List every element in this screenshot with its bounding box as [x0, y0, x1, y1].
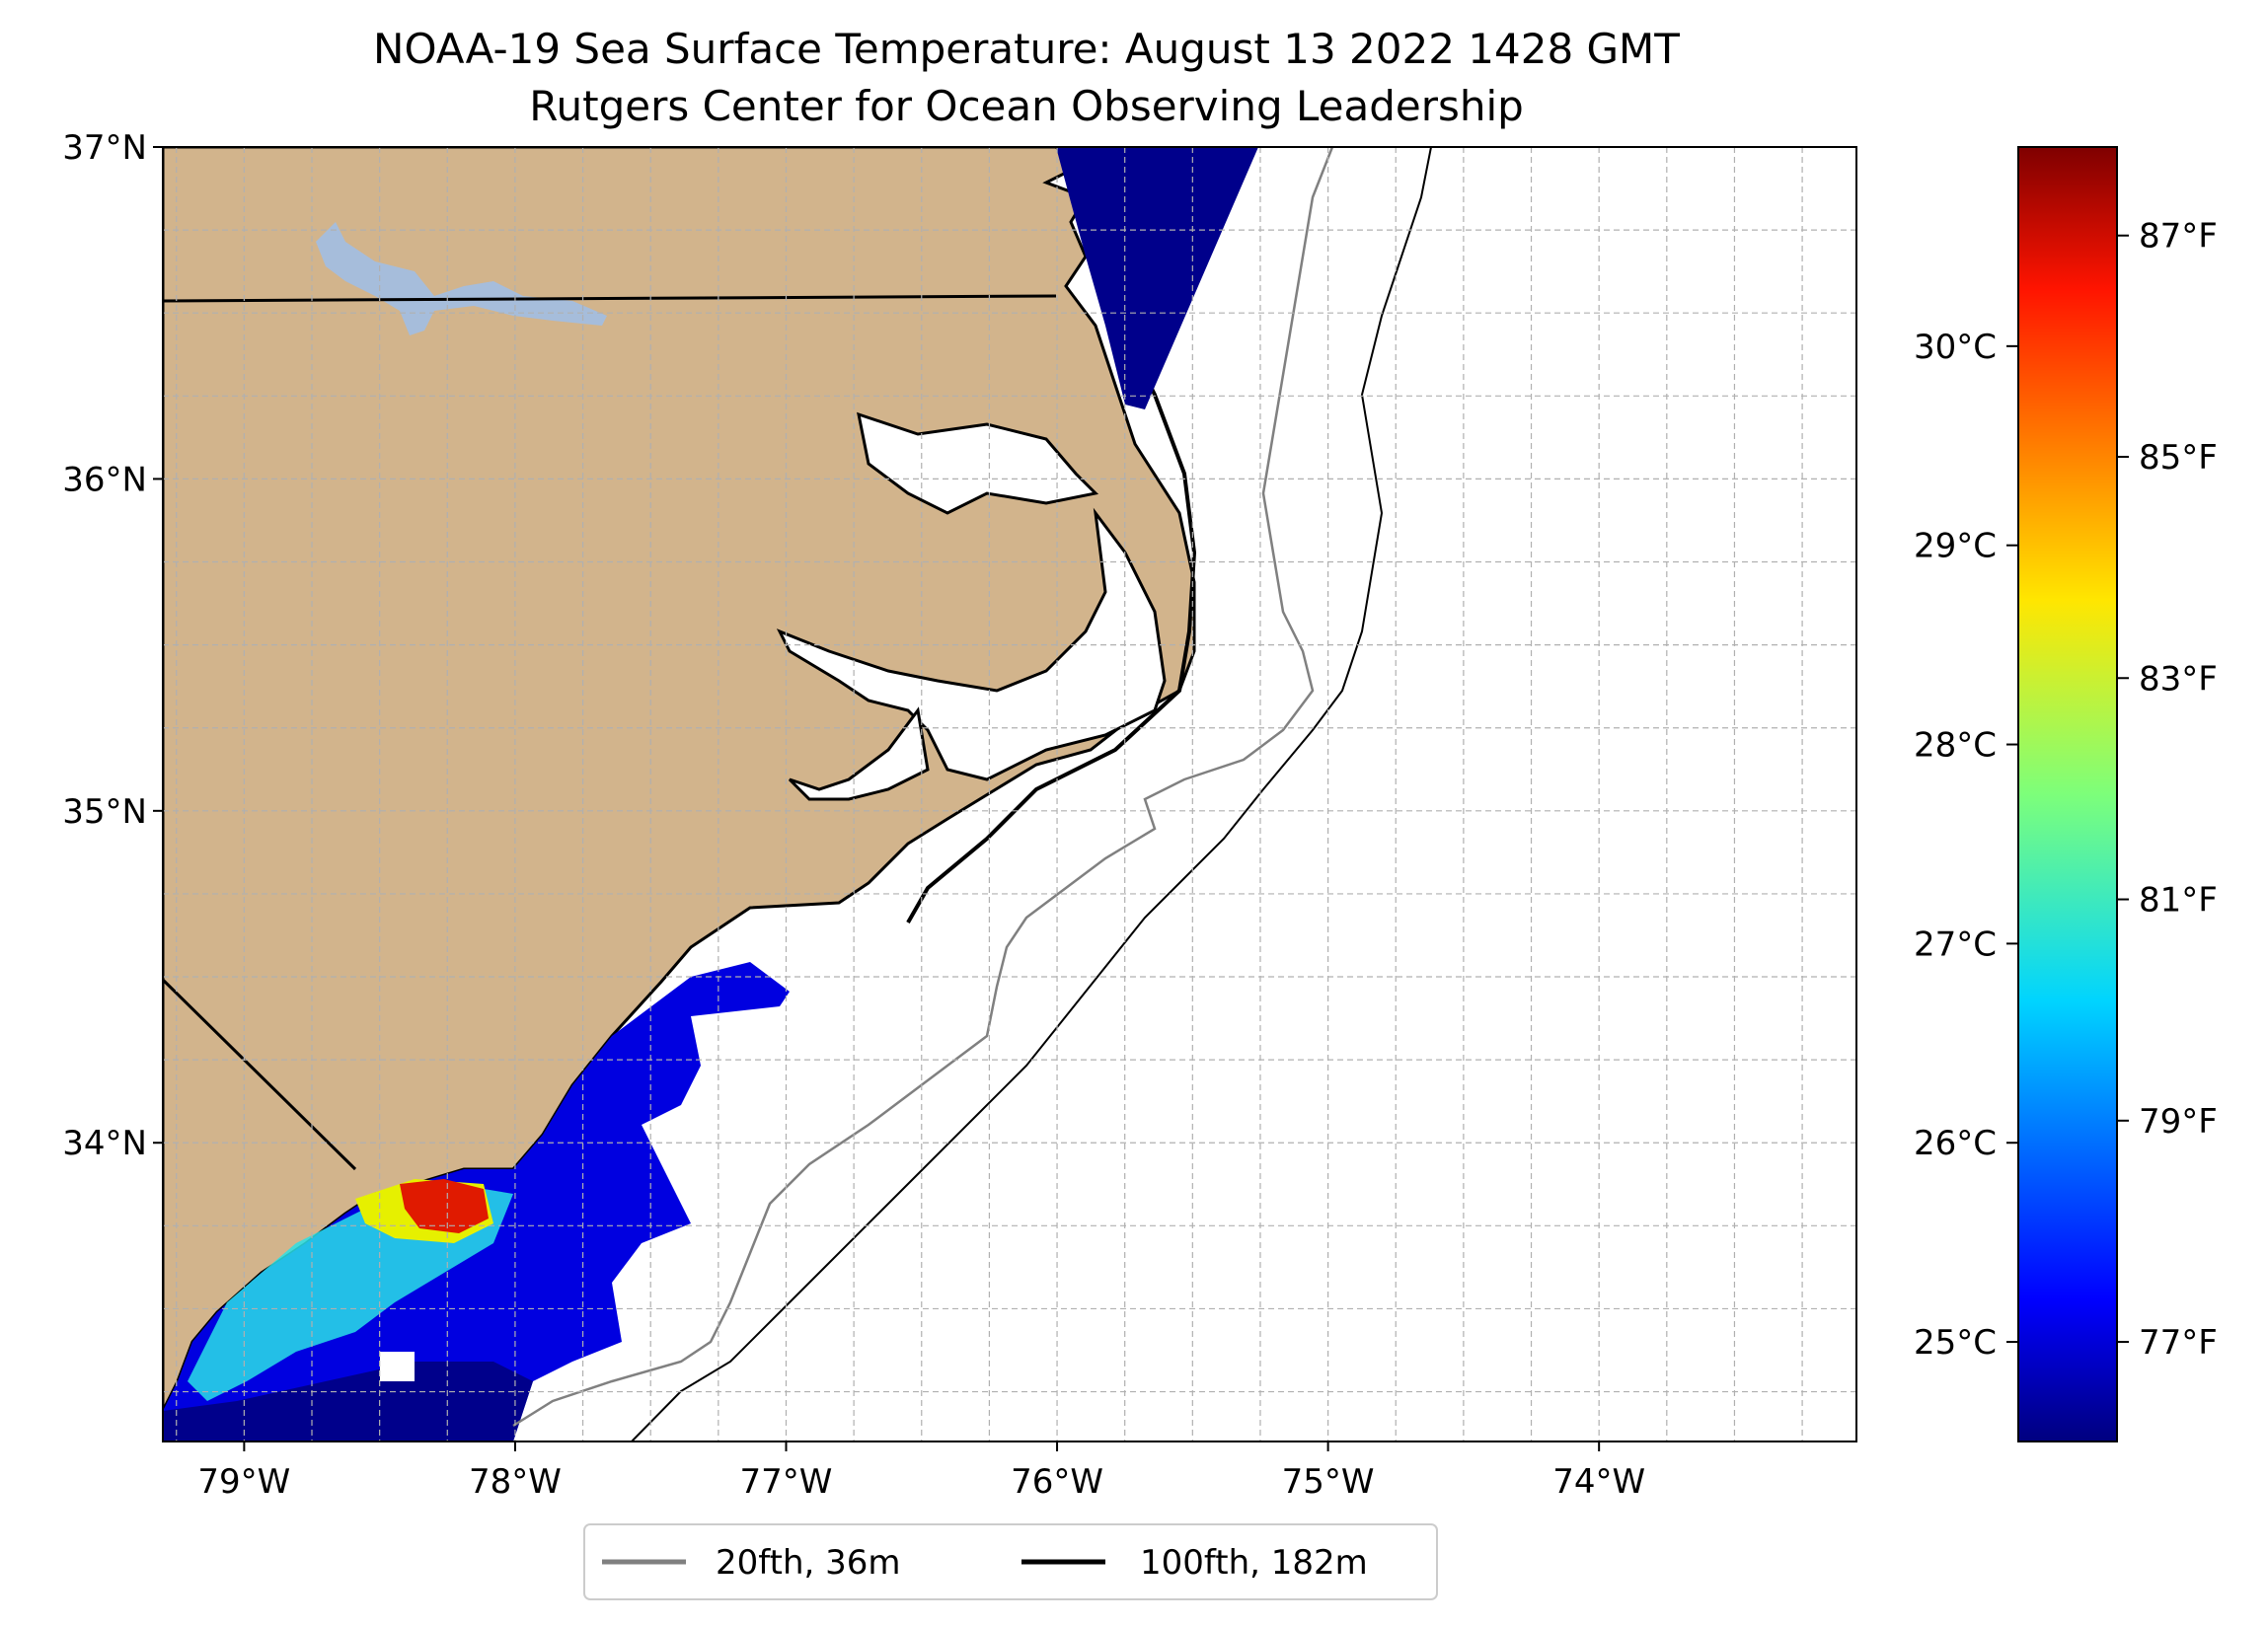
lon-tick-label: 79°W	[197, 1462, 290, 1502]
title-line-2: Rutgers Center for Ocean Observing Leade…	[529, 82, 1524, 130]
cloud-gap	[380, 1352, 415, 1381]
isobath-100fth	[631, 147, 1432, 1441]
lake	[316, 222, 607, 335]
lon-tick-label: 77°W	[740, 1462, 833, 1502]
celsius-tick-label: 30°C	[1914, 328, 1997, 367]
sst-hot-spot	[400, 1179, 489, 1233]
celsius-tick-label: 28°C	[1914, 726, 1997, 766]
map-frame	[162, 146, 1857, 1442]
lat-tick-label: 36°N	[62, 460, 147, 499]
latitude-axis: 37°N 36°N 35°N 34°N	[62, 128, 163, 1163]
legend: 20fth, 36m 100fth, 182m	[583, 1523, 1438, 1600]
celsius-tick-label: 27°C	[1914, 924, 1997, 964]
colorbar-celsius-ticks: 25°C 26°C 27°C 28°C 29°C 30°C	[1914, 328, 2018, 1363]
colorbar	[2017, 146, 2118, 1442]
lon-tick-label: 78°W	[469, 1462, 562, 1502]
colorbar-fahrenheit-ticks: 77°F 79°F 81°F 83°F 85°F 87°F	[2117, 217, 2218, 1363]
state-border-nc-sc	[163, 978, 357, 1171]
map-panel	[163, 147, 1856, 1441]
lon-tick-label: 76°W	[1011, 1462, 1103, 1502]
legend-box	[583, 1523, 1438, 1600]
pamlico-sound	[776, 507, 1167, 781]
gridlines	[163, 147, 1856, 1441]
lon-tick-label: 75°W	[1282, 1462, 1375, 1502]
fahrenheit-tick-label: 79°F	[2139, 1102, 2218, 1142]
celsius-tick-label: 29°C	[1914, 527, 1997, 566]
isobath-20fth	[512, 147, 1334, 1428]
legend-label-100fth: 100fth, 182m	[1140, 1543, 1368, 1583]
title-line-1: NOAA-19 Sea Surface Temperature: August …	[373, 25, 1680, 73]
fahrenheit-tick-label: 77°F	[2139, 1323, 2218, 1363]
fahrenheit-tick-label: 81°F	[2139, 881, 2218, 921]
sst-dark-core	[163, 1362, 533, 1441]
lat-tick-label: 34°N	[62, 1124, 147, 1163]
fahrenheit-tick-label: 87°F	[2139, 217, 2218, 257]
albemarle-sound	[857, 411, 1099, 515]
lat-tick-label: 35°N	[62, 792, 147, 832]
lon-tick-label: 74°W	[1552, 1462, 1645, 1502]
longitude-axis: 79°W 78°W 77°W 76°W 75°W 74°W	[197, 1441, 1645, 1502]
neuse-river	[788, 706, 930, 801]
celsius-tick-label: 25°C	[1914, 1323, 1997, 1363]
celsius-tick-label: 26°C	[1914, 1124, 1997, 1163]
sst-patch-north	[1056, 147, 1258, 409]
fahrenheit-tick-label: 83°F	[2139, 659, 2218, 699]
lat-tick-label: 37°N	[62, 128, 147, 168]
fahrenheit-tick-label: 85°F	[2139, 438, 2218, 478]
legend-label-20fth: 20fth, 36m	[716, 1543, 901, 1583]
